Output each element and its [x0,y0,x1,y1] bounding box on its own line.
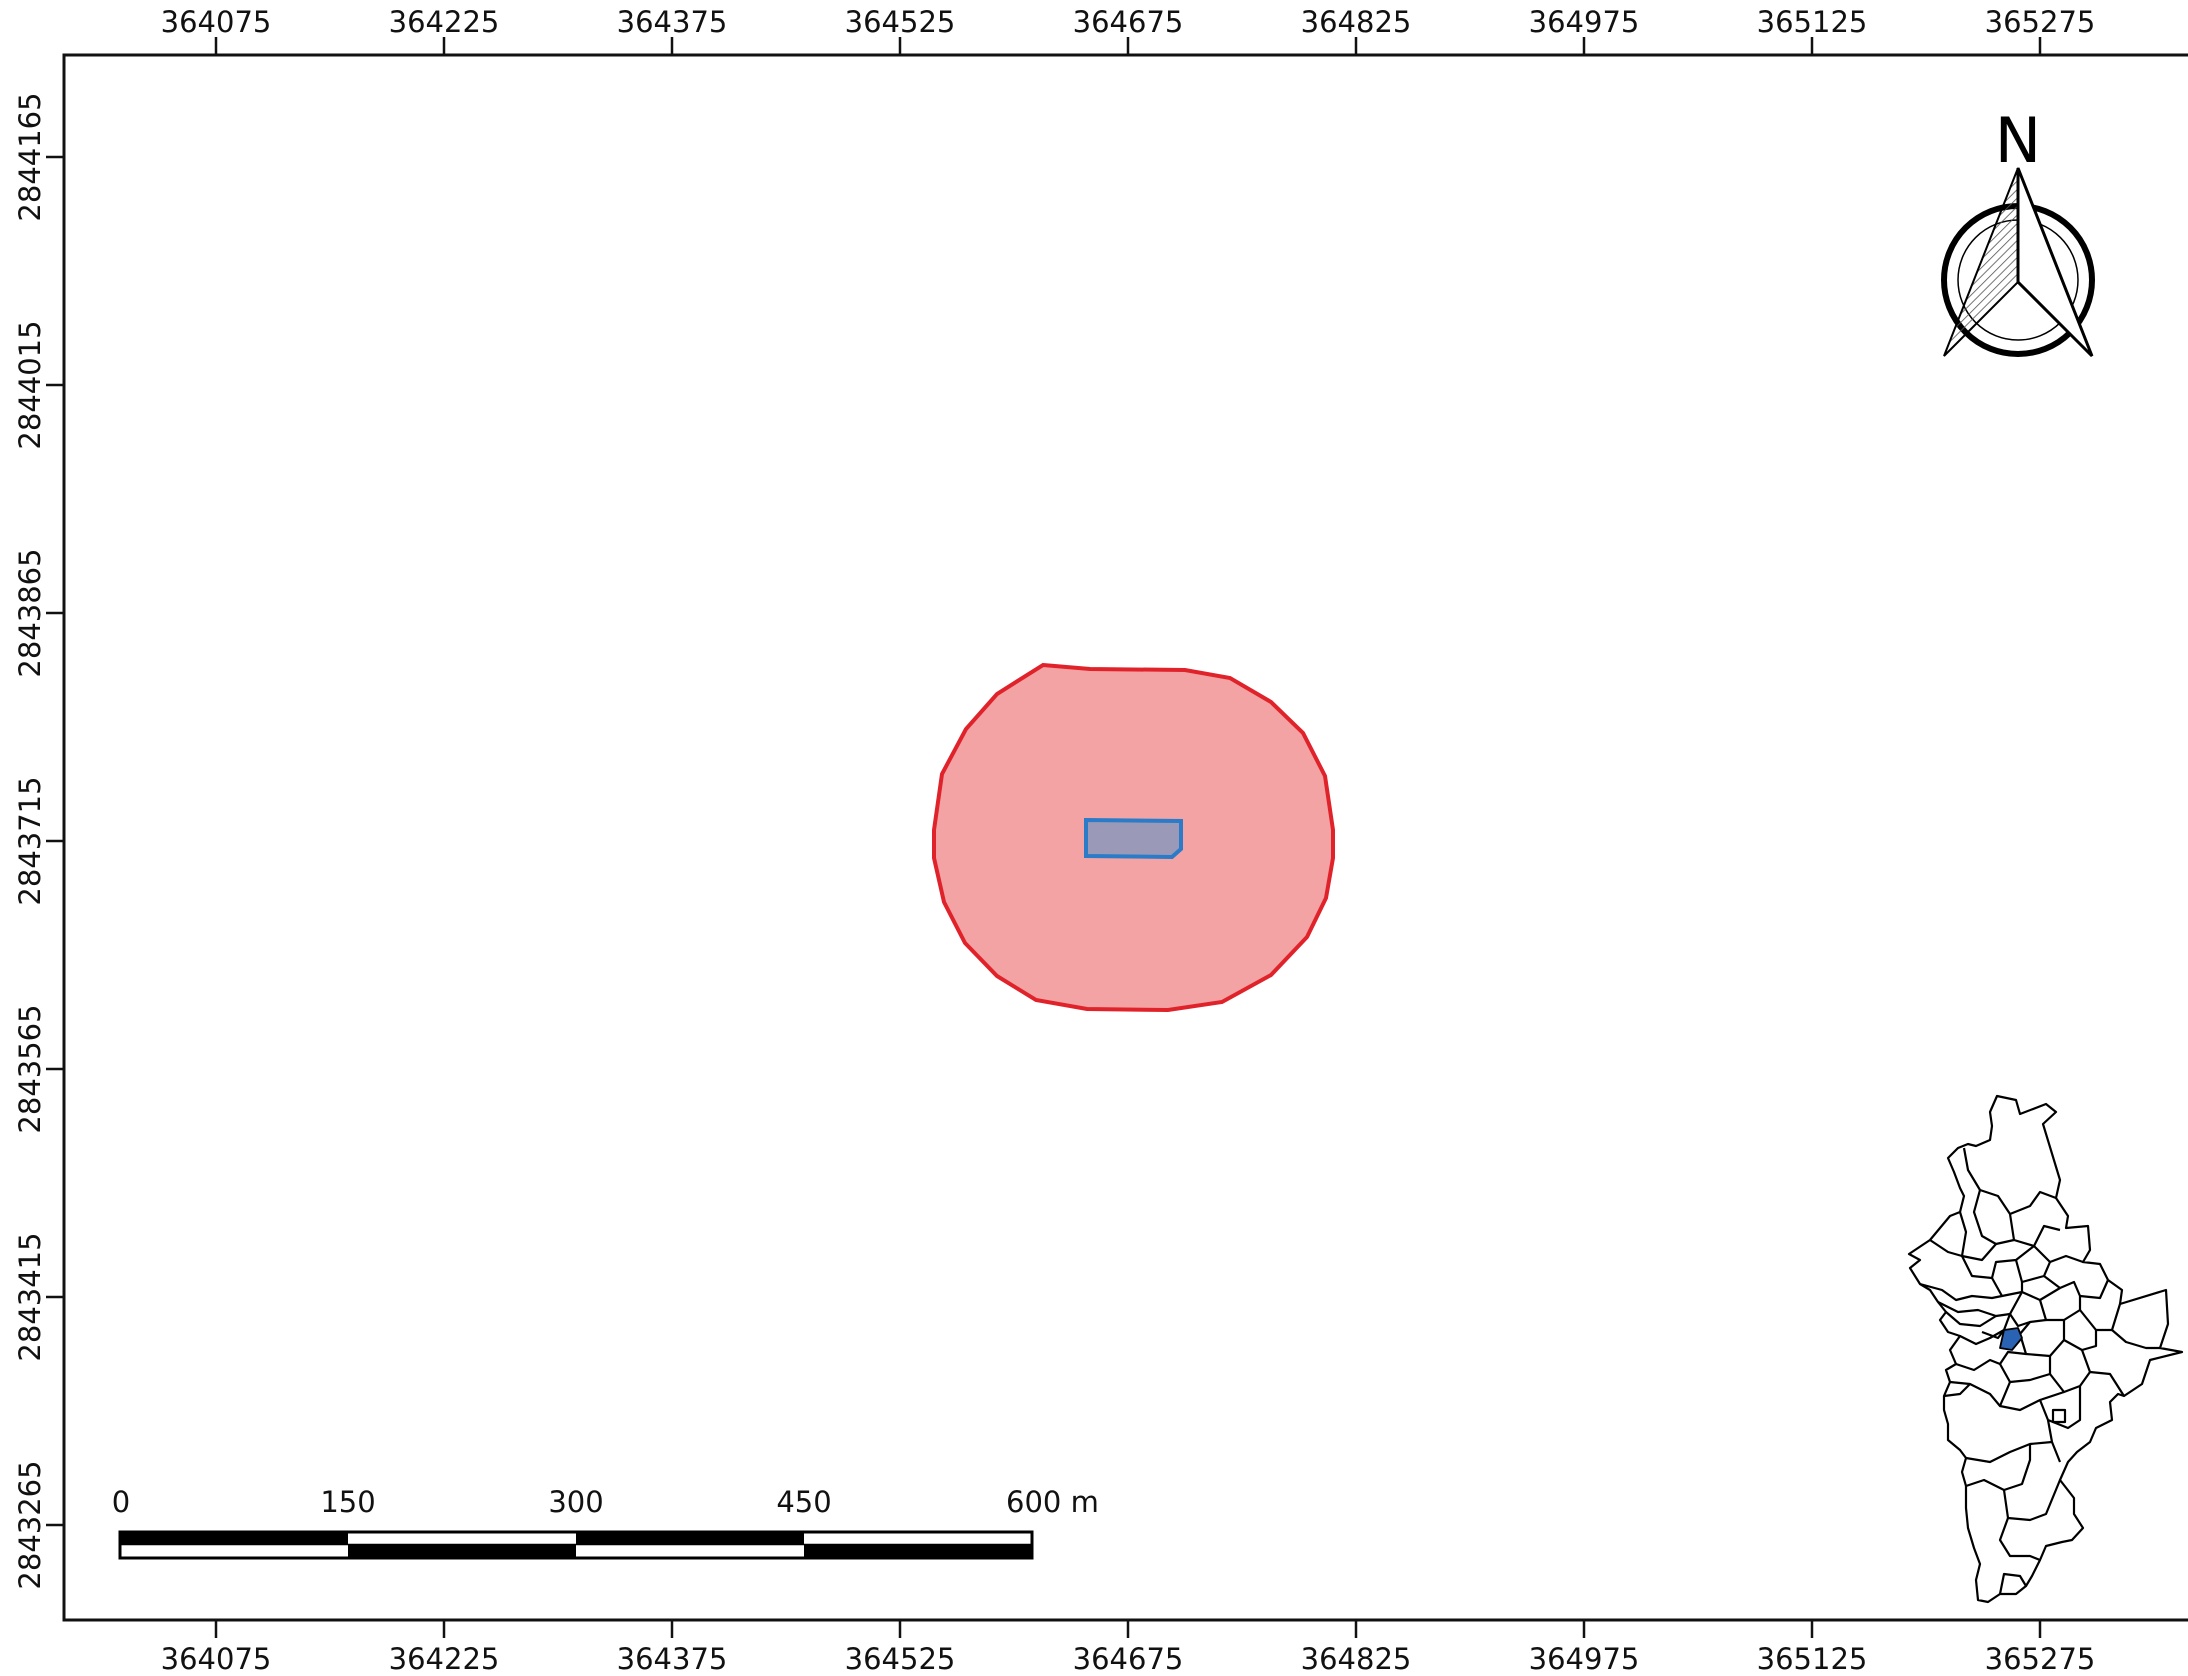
x-tick-label-bottom: 364675 [1073,1642,1184,1676]
x-tick-label-top: 364825 [1301,5,1412,39]
x-tick-label-top: 364675 [1073,5,1184,39]
scale-bar: 0 150 300 450 600 m [112,1485,1099,1560]
x-tick-label-top: 364375 [617,5,728,39]
north-label: N [1995,104,2041,177]
inset-highlight [1999,1327,2023,1351]
x-tick-label-bottom: 364525 [845,1642,956,1676]
x-tick-label-top: 364075 [161,5,272,39]
x-tick-label-bottom: 365125 [1757,1642,1868,1676]
parcel-polygon [1084,817,1183,860]
y-tick-label-left: 2843415 [13,1232,47,1361]
x-tick-label-top: 364975 [1529,5,1640,39]
x-tick-label-bottom: 364225 [389,1642,500,1676]
y-tick-label-left: 2843715 [13,776,47,905]
x-tick-label-bottom: 364825 [1301,1642,1412,1676]
scale-label-450: 450 [776,1485,831,1519]
scale-label-0: 0 [112,1485,130,1519]
scale-label-600: 600 m [1006,1485,1099,1519]
y-axis-left: 2844165 2844015 2843865 2843715 2843565 28434… [13,92,64,1590]
x-axis-bottom: 364075 364225 364375 364525 364675 364825 3649… [161,1620,2096,1676]
inset-map [1907,1094,2184,1604]
y-tick-label-left: 2843265 [13,1460,47,1589]
x-tick-label-top: 365275 [1985,5,2096,39]
y-tick-label-left: 2843865 [13,548,47,677]
scale-label-150: 150 [320,1485,375,1519]
x-tick-label-bottom: 364375 [617,1642,728,1676]
y-tick-label-left: 2844165 [13,92,47,221]
y-tick-label-left: 2844015 [13,320,47,449]
x-tick-label-top: 364525 [845,5,956,39]
scale-label-300: 300 [548,1485,603,1519]
x-tick-label-bottom: 364075 [161,1642,272,1676]
north-arrow-icon: N [1941,104,2095,358]
y-tick-label-left: 2843565 [13,1004,47,1133]
x-tick-label-bottom: 365275 [1985,1642,2096,1676]
x-tick-label-bottom: 364975 [1529,1642,1640,1676]
x-tick-label-top: 364225 [389,5,500,39]
inset-outline [1907,1094,2184,1604]
x-axis-top: 364075 364225 364375 364525 364675 364825 3649… [161,5,2096,55]
x-tick-label-top: 365125 [1757,5,1868,39]
